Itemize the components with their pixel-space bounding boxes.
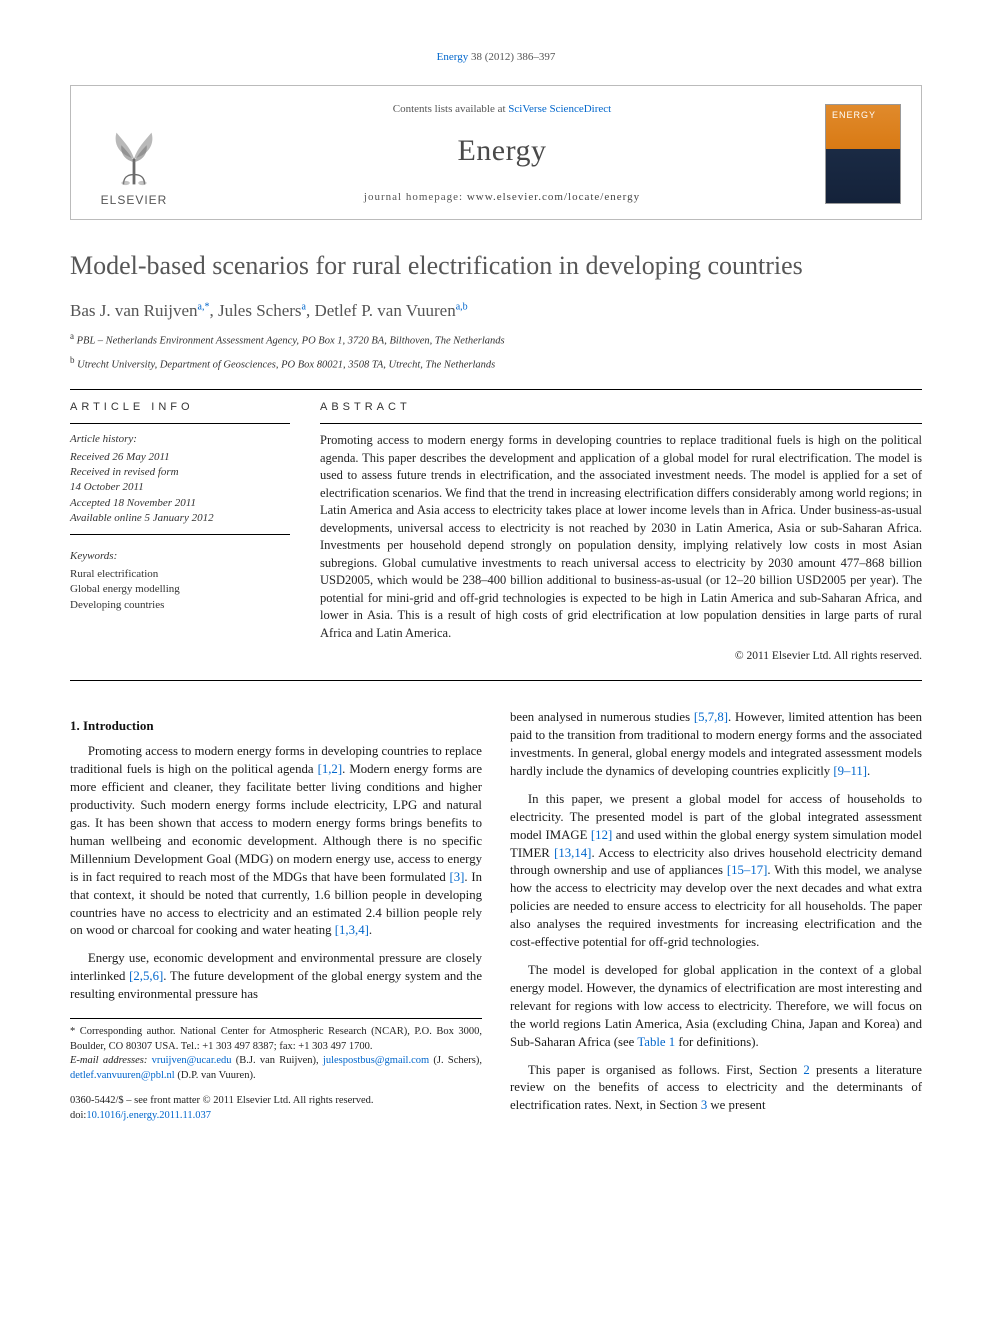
article-title: Model-based scenarios for rural electrif…: [70, 248, 922, 284]
article-info-heading: ARTICLE INFO: [70, 400, 290, 415]
ref-link-9-11[interactable]: [9–11]: [833, 764, 867, 778]
rule-keywords: [70, 534, 290, 535]
journal-homepage-link[interactable]: www.elsevier.com/locate/energy: [467, 191, 640, 203]
rule-bottom: [70, 680, 922, 681]
running-head-citation: 38 (2012) 386–397: [468, 51, 555, 63]
contents-prefix: Contents lists available at: [393, 103, 508, 115]
doi-line: doi:10.1016/j.energy.2011.11.037: [70, 1109, 482, 1124]
corresponding-author-footnote: * Corresponding author. National Center …: [70, 1018, 482, 1084]
keywords-block: Keywords: Rural electrification Global e…: [70, 549, 290, 613]
email-label: E-mail addresses:: [70, 1055, 152, 1066]
rule-abstract: [320, 423, 922, 424]
email-1-who: (B.J. van Ruijven),: [232, 1055, 323, 1066]
history-online: Available online 5 January 2012: [70, 511, 290, 526]
journal-name: Energy: [189, 130, 815, 172]
footnote-emails: E-mail addresses: vruijven@ucar.edu (B.J…: [70, 1054, 482, 1083]
meta-row: ARTICLE INFO Article history: Received 2…: [70, 400, 922, 664]
email-3-who: (D.P. van Vuuren).: [175, 1070, 256, 1081]
ref-link-15-17[interactable]: [15–17]: [727, 863, 768, 877]
keyword-3: Developing countries: [70, 598, 290, 613]
history-revised-2: 14 October 2011: [70, 480, 290, 495]
p1b: . Modern energy forms are more efficient…: [70, 762, 482, 883]
intro-para-5: The model is developed for global applic…: [510, 962, 922, 1052]
ref-link-5-7-8[interactable]: [5,7,8]: [694, 710, 728, 724]
abstract-heading: ABSTRACT: [320, 400, 922, 415]
email-2-who: (J. Schers),: [429, 1055, 482, 1066]
intro-para-6: This paper is organised as follows. Firs…: [510, 1062, 922, 1116]
article-info-column: ARTICLE INFO Article history: Received 2…: [70, 400, 290, 664]
p6c: we present: [707, 1098, 765, 1112]
ref-link-12[interactable]: [12]: [591, 828, 612, 842]
author-1: Bas J. van Ruijven: [70, 301, 198, 320]
journal-masthead: ELSEVIER Contents lists available at Sci…: [70, 85, 922, 220]
front-matter-line: 0360-5442/$ – see front matter © 2011 El…: [70, 1094, 482, 1109]
elsevier-tree-icon: [99, 120, 169, 190]
footnote-line-1: * Corresponding author. National Center …: [70, 1025, 482, 1054]
contents-lists-line: Contents lists available at SciVerse Sci…: [189, 102, 815, 117]
intro-para-4: In this paper, we present a global model…: [510, 791, 922, 952]
p6a: This paper is organised as follows. Firs…: [528, 1063, 804, 1077]
author-3: , Detlef P. van Vuuren: [306, 301, 456, 320]
ref-link-3[interactable]: [3]: [450, 870, 465, 884]
email-2-link[interactable]: julespostbus@gmail.com: [323, 1055, 429, 1066]
journal-cover-thumbnail: ENERGY: [825, 104, 901, 204]
abstract-text: Promoting access to modern energy forms …: [320, 432, 922, 642]
running-head: Energy 38 (2012) 386–397: [70, 50, 922, 65]
p1d: .: [369, 923, 372, 937]
author-3-affil-sup[interactable]: a,b: [456, 301, 468, 312]
affil-a-text: PBL – Netherlands Environment Assessment…: [77, 336, 505, 347]
affil-b-sup: b: [70, 355, 75, 365]
authors-line: Bas J. van Ruijvena,*, Jules Schersa, De…: [70, 299, 922, 323]
rule-info: [70, 423, 290, 424]
history-revised-1: Received in revised form: [70, 465, 290, 480]
publisher-name: ELSEVIER: [101, 192, 168, 209]
history-accepted: Accepted 18 November 2011: [70, 496, 290, 511]
publisher-logo-block: ELSEVIER: [89, 98, 179, 209]
author-2: , Jules Schers: [209, 301, 301, 320]
homepage-prefix: journal homepage:: [364, 191, 467, 203]
abstract-column: ABSTRACT Promoting access to modern ener…: [320, 400, 922, 664]
affil-b-text: Utrecht University, Department of Geosci…: [77, 359, 495, 370]
table-1-link[interactable]: Table 1: [637, 1035, 675, 1049]
doi-link[interactable]: 10.1016/j.energy.2011.11.037: [86, 1110, 211, 1121]
ref-link-1-3-4[interactable]: [1,3,4]: [335, 923, 369, 937]
doi-prefix: doi:: [70, 1110, 86, 1121]
sciencedirect-link[interactable]: SciVerse ScienceDirect: [508, 103, 611, 115]
ref-link-1-2[interactable]: [1,2]: [318, 762, 343, 776]
keyword-2: Global energy modelling: [70, 582, 290, 597]
doi-block: 0360-5442/$ – see front matter © 2011 El…: [70, 1094, 482, 1123]
ref-link-2-5-6[interactable]: [2,5,6]: [129, 969, 163, 983]
keywords-label: Keywords:: [70, 549, 290, 564]
p5b: for definitions).: [675, 1035, 759, 1049]
affiliation-b: b Utrecht University, Department of Geos…: [70, 354, 922, 373]
abstract-copyright: © 2011 Elsevier Ltd. All rights reserved…: [320, 648, 922, 664]
email-3-link[interactable]: detlef.vanvuuren@pbl.nl: [70, 1070, 175, 1081]
running-head-journal-link[interactable]: Energy: [437, 51, 469, 63]
journal-homepage-line: journal homepage: www.elsevier.com/locat…: [189, 190, 815, 205]
keyword-1: Rural electrification: [70, 567, 290, 582]
masthead-center: Contents lists available at SciVerse Sci…: [179, 98, 825, 209]
ref-link-13-14[interactable]: [13,14]: [554, 846, 591, 860]
cover-title: ENERGY: [832, 109, 876, 122]
p3c: .: [867, 764, 870, 778]
history-received: Received 26 May 2011: [70, 450, 290, 465]
masthead-right: ENERGY: [825, 98, 903, 209]
history-label: Article history:: [70, 432, 290, 447]
intro-para-2: Energy use, economic development and env…: [70, 950, 482, 1004]
body-two-column: 1. Introduction Promoting access to mode…: [70, 709, 922, 1124]
affil-a-sup: a: [70, 331, 74, 341]
article-history: Article history: Received 26 May 2011 Re…: [70, 432, 290, 526]
rule-top: [70, 389, 922, 390]
footnote-corresponding-text: Corresponding author. National Center fo…: [70, 1026, 482, 1052]
section-1-heading: 1. Introduction: [70, 717, 482, 735]
p3a: been analysed in numerous studies: [510, 710, 694, 724]
affiliation-a: a PBL – Netherlands Environment Assessme…: [70, 330, 922, 349]
intro-para-3: been analysed in numerous studies [5,7,8…: [510, 709, 922, 781]
intro-para-1: Promoting access to modern energy forms …: [70, 743, 482, 940]
email-1-link[interactable]: vruijven@ucar.edu: [152, 1055, 232, 1066]
page: Energy 38 (2012) 386–397 ELSEVIER Conten…: [0, 0, 992, 1164]
